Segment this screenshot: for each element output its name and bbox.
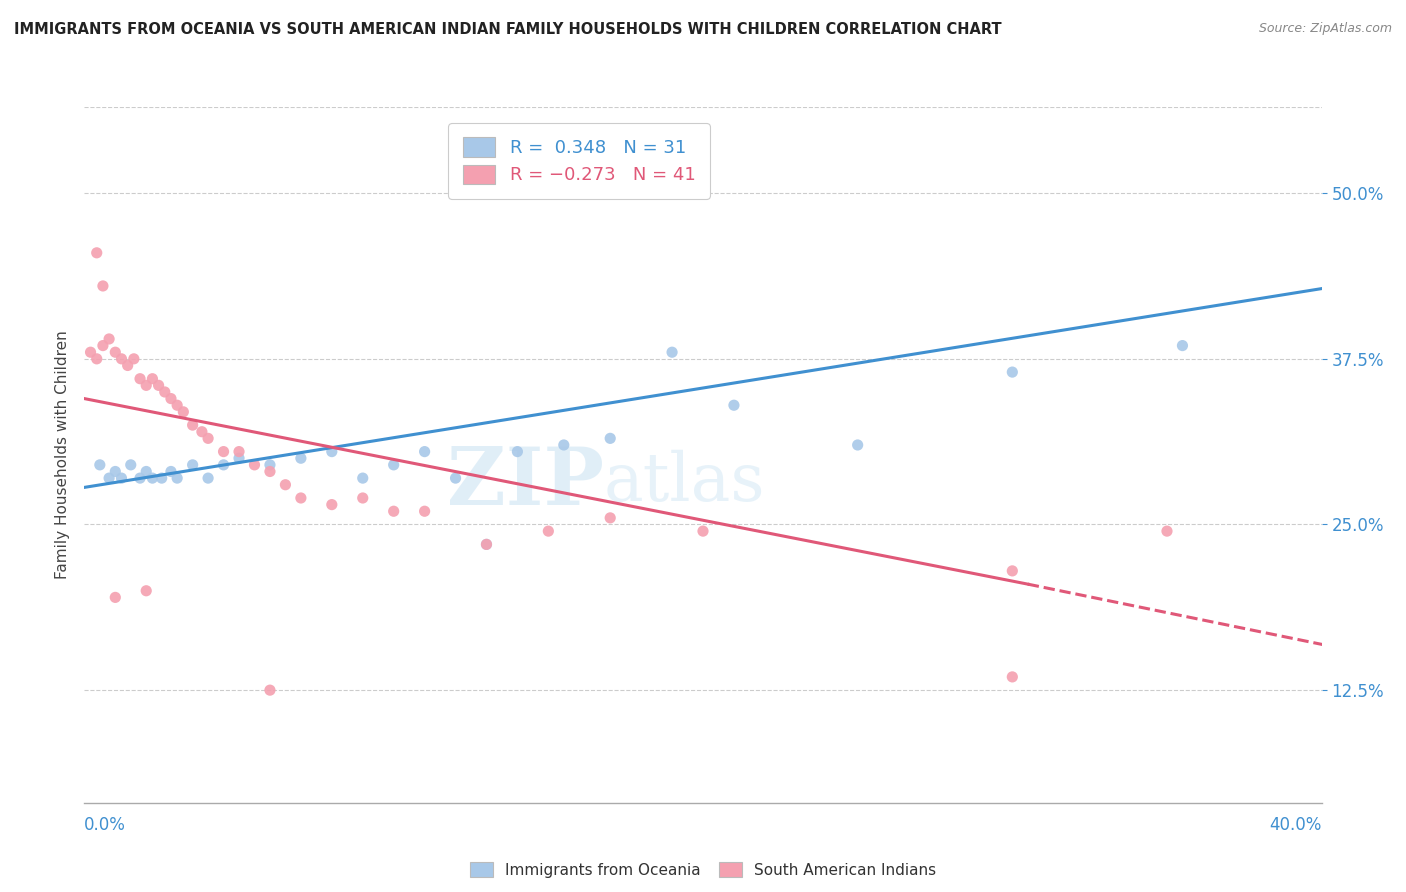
Point (475, 537, 498, 551)
Point (135, 583, 157, 598)
Point (166, 471, 188, 485)
Point (1001, 670, 1024, 684)
Point (661, 345, 683, 359)
Point (91, 338, 114, 352)
Point (153, 384, 176, 399)
Point (79, 345, 101, 359)
Point (352, 471, 374, 485)
Point (259, 458, 281, 472)
Text: IMMIGRANTS FROM OCEANIA VS SOUTH AMERICAN INDIAN FAMILY HOUSEHOLDS WITH CHILDREN: IMMIGRANTS FROM OCEANIA VS SOUTH AMERICA… (14, 22, 1001, 37)
Point (228, 451, 250, 466)
Point (382, 504, 405, 518)
Point (212, 444, 235, 458)
Point (259, 683, 281, 698)
Point (599, 431, 621, 445)
Point (91, 279, 114, 293)
Point (290, 491, 312, 505)
Point (122, 351, 145, 366)
Point (1171, 338, 1194, 352)
Point (212, 458, 235, 472)
Point (104, 591, 127, 605)
Point (86, 245, 108, 260)
Point (352, 491, 374, 505)
Point (98, 471, 121, 485)
Point (259, 465, 281, 479)
Point (290, 451, 312, 466)
Point (191, 425, 214, 439)
Point (228, 444, 250, 458)
Point (104, 345, 127, 359)
Point (89, 458, 111, 472)
Point (110, 351, 132, 366)
Point (537, 524, 560, 538)
Point (135, 378, 157, 392)
Text: 40.0%: 40.0% (1270, 816, 1322, 834)
Point (1001, 365, 1024, 379)
Point (197, 471, 219, 485)
Point (321, 444, 343, 458)
Point (129, 372, 152, 386)
Point (160, 465, 183, 479)
Text: 0.0%: 0.0% (84, 816, 127, 834)
Point (321, 498, 343, 512)
Point (1001, 564, 1024, 578)
Point (274, 477, 297, 491)
Text: Source: ZipAtlas.com: Source: ZipAtlas.com (1258, 22, 1392, 36)
Y-axis label: Family Households with Children: Family Households with Children (55, 331, 70, 579)
Point (506, 444, 529, 458)
Point (86, 351, 108, 366)
Point (160, 392, 183, 406)
Point (150, 471, 173, 485)
Legend: Immigrants from Oceania, South American Indians: Immigrants from Oceania, South American … (463, 855, 943, 886)
Point (197, 431, 219, 445)
Point (475, 537, 498, 551)
Point (413, 444, 436, 458)
Point (553, 438, 575, 452)
Point (413, 504, 436, 518)
Point (129, 471, 152, 485)
Point (846, 438, 869, 452)
Text: ZIP: ZIP (447, 443, 605, 522)
Point (120, 458, 142, 472)
Point (166, 398, 188, 412)
Point (382, 458, 405, 472)
Point (692, 524, 714, 538)
Point (141, 471, 163, 485)
Point (135, 465, 157, 479)
Point (98, 332, 121, 346)
Point (104, 465, 127, 479)
Point (148, 378, 170, 392)
Point (723, 398, 745, 412)
Point (243, 458, 266, 472)
Point (172, 405, 194, 419)
Point (599, 511, 621, 525)
Point (117, 359, 139, 373)
Point (181, 418, 204, 433)
Point (110, 471, 132, 485)
Point (1156, 524, 1178, 538)
Point (444, 471, 467, 485)
Point (141, 372, 163, 386)
Text: atlas: atlas (605, 450, 765, 516)
Point (181, 458, 204, 472)
